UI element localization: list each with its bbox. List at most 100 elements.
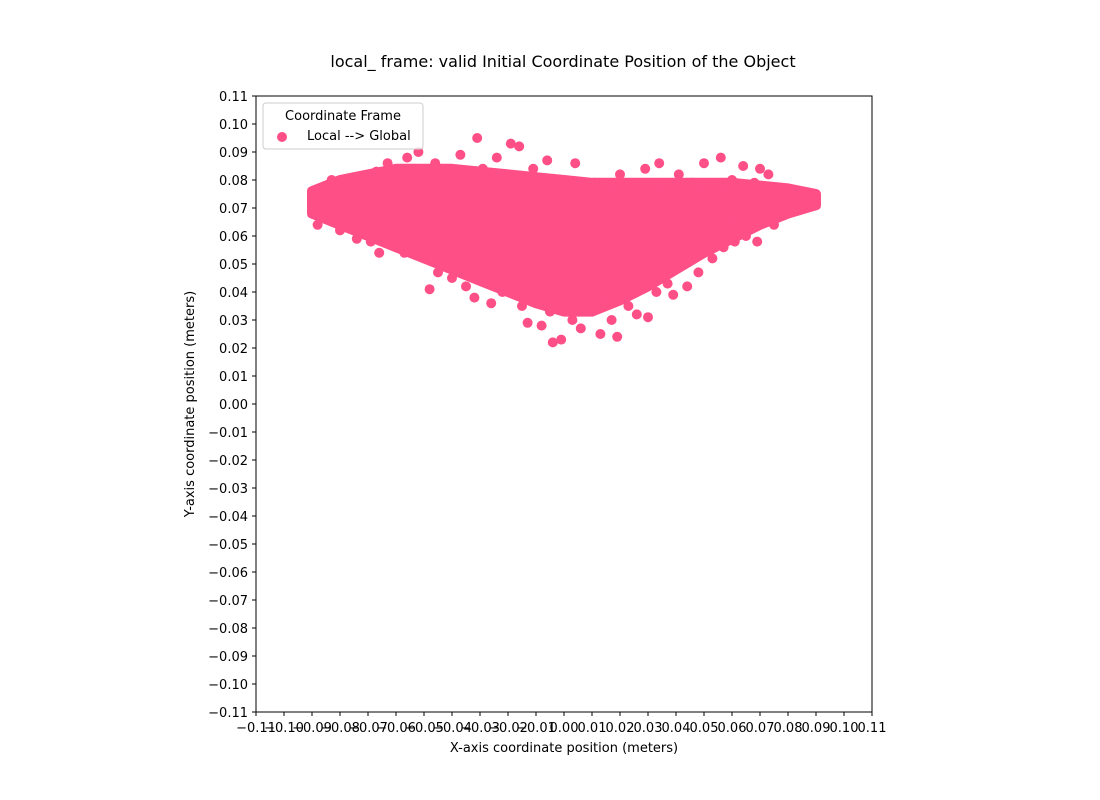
data-point — [634, 203, 645, 213]
y-tick-label: −0.05 — [208, 538, 248, 553]
y-tick-label: −0.09 — [208, 650, 248, 665]
y-tick-label: 0.06 — [219, 230, 248, 245]
x-axis-label: X-axis coordinate position (meters) — [450, 741, 678, 756]
y-tick-label: −0.06 — [208, 566, 248, 581]
data-point — [662, 278, 673, 289]
y-tick-label: −0.08 — [208, 622, 248, 637]
y-tick-label: 0.11 — [219, 90, 248, 105]
data-point — [578, 197, 589, 208]
data-point — [606, 315, 617, 325]
data-point — [323, 214, 334, 225]
data-point — [346, 177, 357, 188]
data-point — [623, 301, 634, 311]
data-point — [458, 259, 469, 269]
data-point — [441, 245, 452, 255]
x-axis-ticks: −0.11−0.10−0.09−0.08−0.07−0.06−0.05−0.04… — [236, 712, 886, 736]
legend: Coordinate Frame Local --> Global — [262, 102, 424, 150]
x-tick-label: −0.10 — [264, 721, 304, 736]
data-point — [531, 287, 541, 297]
data-point — [503, 208, 513, 219]
data-point — [676, 259, 687, 269]
data-point — [612, 331, 623, 342]
data-point — [365, 236, 376, 247]
data-point — [769, 219, 779, 230]
y-tick-label: 0.04 — [219, 286, 248, 301]
data-point — [631, 309, 642, 320]
x-tick-label: 0.08 — [774, 721, 803, 736]
data-point — [757, 194, 768, 205]
data-point — [682, 281, 693, 292]
data-point — [609, 242, 620, 253]
data-point — [393, 208, 404, 219]
data-point — [489, 228, 499, 239]
data-point — [399, 247, 410, 258]
data-point — [595, 329, 606, 339]
data-point — [421, 189, 432, 199]
x-tick-label: 0.05 — [690, 721, 719, 736]
data-point — [514, 141, 525, 152]
data-point — [732, 197, 743, 208]
data-point — [763, 169, 774, 180]
data-point — [673, 169, 684, 180]
data-point — [405, 197, 415, 208]
data-point — [385, 231, 396, 241]
data-point — [337, 183, 348, 194]
data-point — [766, 203, 777, 213]
data-point — [528, 163, 539, 174]
data-point — [749, 177, 760, 188]
data-point — [707, 253, 718, 264]
data-point — [564, 231, 575, 241]
data-point — [615, 169, 625, 180]
data-point — [472, 133, 483, 143]
data-point — [419, 253, 429, 264]
data-point — [371, 166, 382, 177]
data-point — [587, 306, 597, 317]
legend-box — [262, 102, 424, 150]
data-point — [603, 191, 614, 202]
x-tick-label: −0.09 — [292, 721, 332, 736]
chart-title: local_ frame: valid Initial Coordinate P… — [330, 52, 795, 72]
data-point — [444, 166, 455, 177]
data-point — [391, 242, 401, 253]
y-axis-ticks: −0.11 −0.10 −0.09 −0.08 −0.07 −0.06 −0.05 −0.04… — [208, 90, 256, 721]
density-band-layer — [307, 163, 821, 317]
data-point — [536, 320, 547, 331]
data-point — [475, 239, 485, 250]
data-point — [760, 214, 771, 225]
x-tick-label: 0.00 — [550, 721, 579, 736]
y-tick-label: 0.10 — [219, 118, 248, 133]
y-tick-label: 0.00 — [219, 398, 248, 413]
data-point — [477, 163, 488, 174]
y-tick-label: −0.04 — [208, 510, 248, 525]
data-point — [343, 191, 354, 202]
y-tick-label: −0.10 — [208, 678, 248, 693]
data-point — [556, 334, 567, 345]
data-point — [508, 275, 519, 286]
data-point — [427, 205, 438, 216]
data-point — [771, 183, 782, 194]
y-tick-label: −0.07 — [208, 594, 248, 609]
data-point — [363, 186, 373, 197]
x-tick-label: 0.06 — [718, 721, 747, 736]
points-layer — [307, 133, 819, 348]
data-point — [640, 163, 651, 174]
data-point — [494, 253, 505, 264]
data-point — [654, 158, 665, 169]
data-point — [657, 245, 667, 255]
data-point — [539, 242, 550, 253]
data-point — [435, 219, 446, 230]
y-tick-label: 0.07 — [219, 202, 248, 217]
data-point — [645, 231, 656, 241]
data-point — [589, 177, 600, 188]
x-tick-label: 0.04 — [662, 721, 691, 736]
x-tick-label: 0.01 — [578, 721, 607, 736]
x-tick-label: 0.02 — [606, 721, 635, 736]
data-point — [637, 273, 648, 283]
data-point — [777, 208, 788, 219]
y-tick-label: 0.01 — [219, 370, 248, 385]
data-point — [542, 155, 553, 166]
y-tick-label: 0.05 — [219, 258, 248, 273]
data-point — [729, 236, 740, 247]
data-point — [665, 180, 676, 191]
